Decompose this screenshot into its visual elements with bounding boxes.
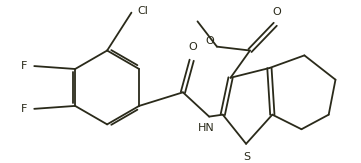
Text: Cl: Cl [137,6,148,16]
Text: O: O [273,7,282,16]
Text: S: S [244,152,251,162]
Text: O: O [188,43,197,52]
Text: F: F [21,61,27,71]
Text: O: O [205,36,214,46]
Text: F: F [21,104,27,114]
Text: HN: HN [198,123,215,133]
